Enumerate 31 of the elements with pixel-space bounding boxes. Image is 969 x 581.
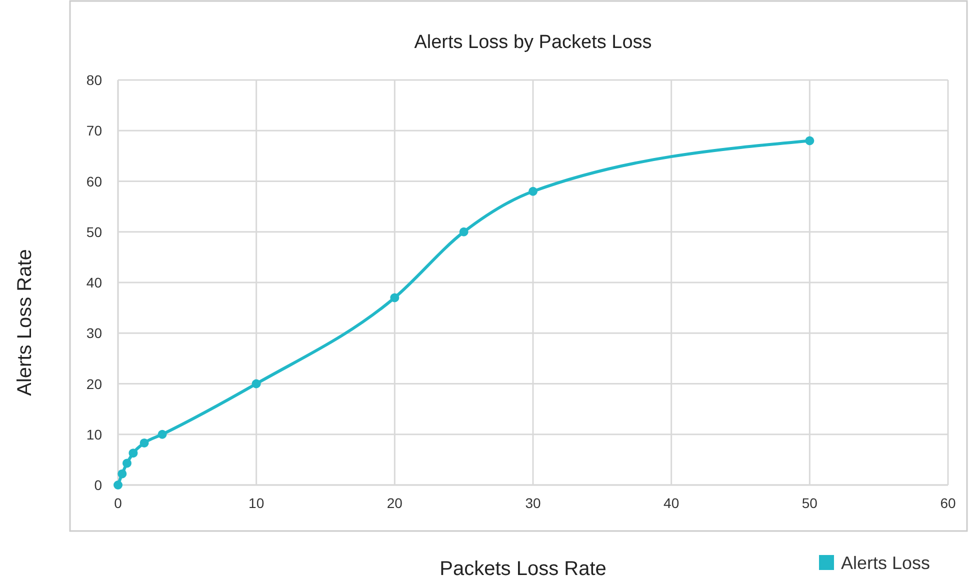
point <box>252 379 261 388</box>
point <box>128 448 138 458</box>
y-axis-title: Alerts Loss Rate <box>14 249 36 396</box>
point <box>140 438 149 448</box>
y-tick-label: 60 <box>86 173 102 190</box>
chart-title: Alerts Loss by Packets Loss <box>414 32 652 53</box>
point <box>390 293 400 302</box>
y-tick-label: 40 <box>86 274 102 290</box>
point <box>118 469 127 478</box>
point <box>122 458 132 468</box>
x-axis-title: Packets Loss Rate <box>440 558 606 580</box>
point <box>459 227 468 236</box>
x-tick-label: 40 <box>664 495 680 511</box>
legend-label: Alerts Loss <box>841 553 930 573</box>
x-tick-label: 0 <box>114 495 122 511</box>
point <box>114 480 122 490</box>
y-tick-label: 80 <box>86 72 102 88</box>
y-tick-label: 10 <box>86 426 102 442</box>
x-tick-label: 60 <box>940 495 956 511</box>
point <box>158 430 167 439</box>
point <box>805 136 814 146</box>
x-tick-label: 50 <box>802 495 818 511</box>
x-tick-label: 30 <box>525 495 541 511</box>
y-tick-label: 70 <box>86 122 102 139</box>
y-tick-label: 20 <box>86 376 102 392</box>
y-tick-label: 0 <box>94 477 102 493</box>
point <box>528 186 538 196</box>
x-tick-label: 20 <box>386 495 403 511</box>
y-tick-label: 50 <box>86 224 102 240</box>
x-tick-label: 10 <box>248 495 264 511</box>
y-tick-label: 30 <box>86 325 102 342</box>
